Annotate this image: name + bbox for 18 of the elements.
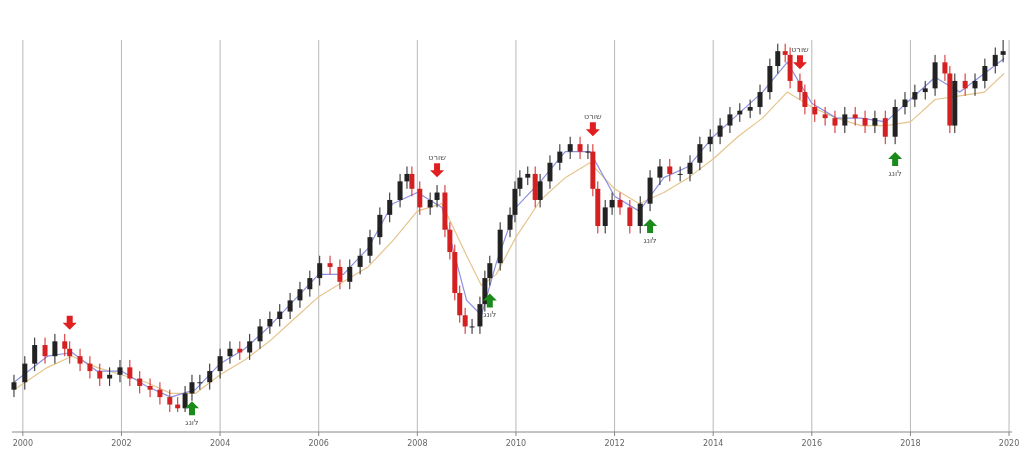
annotation: לונג: [185, 418, 199, 428]
x-tick-label: 2016: [801, 439, 822, 448]
annotation: שורט: [584, 112, 602, 122]
x-tick-label: 2004: [209, 439, 231, 448]
x-tick-label: 2008: [407, 439, 428, 448]
annotation: שורט: [428, 153, 447, 163]
x-tick-label: 2012: [604, 439, 625, 448]
annotation: לונג: [483, 310, 497, 320]
x-tick-label: 2006: [308, 439, 329, 448]
x-tick-label: 2014: [703, 439, 724, 448]
x-tick-label: 2020: [998, 439, 1020, 448]
x-tick-label: 2002: [111, 439, 132, 448]
x-tick-label: 2000: [12, 439, 34, 448]
annotation: לונג: [888, 169, 902, 179]
x-tick-label: 2018: [900, 439, 921, 448]
annotation: לונג: [643, 236, 657, 245]
annotation: שורט: [791, 45, 810, 55]
x-tick-label: 2010: [505, 439, 527, 448]
